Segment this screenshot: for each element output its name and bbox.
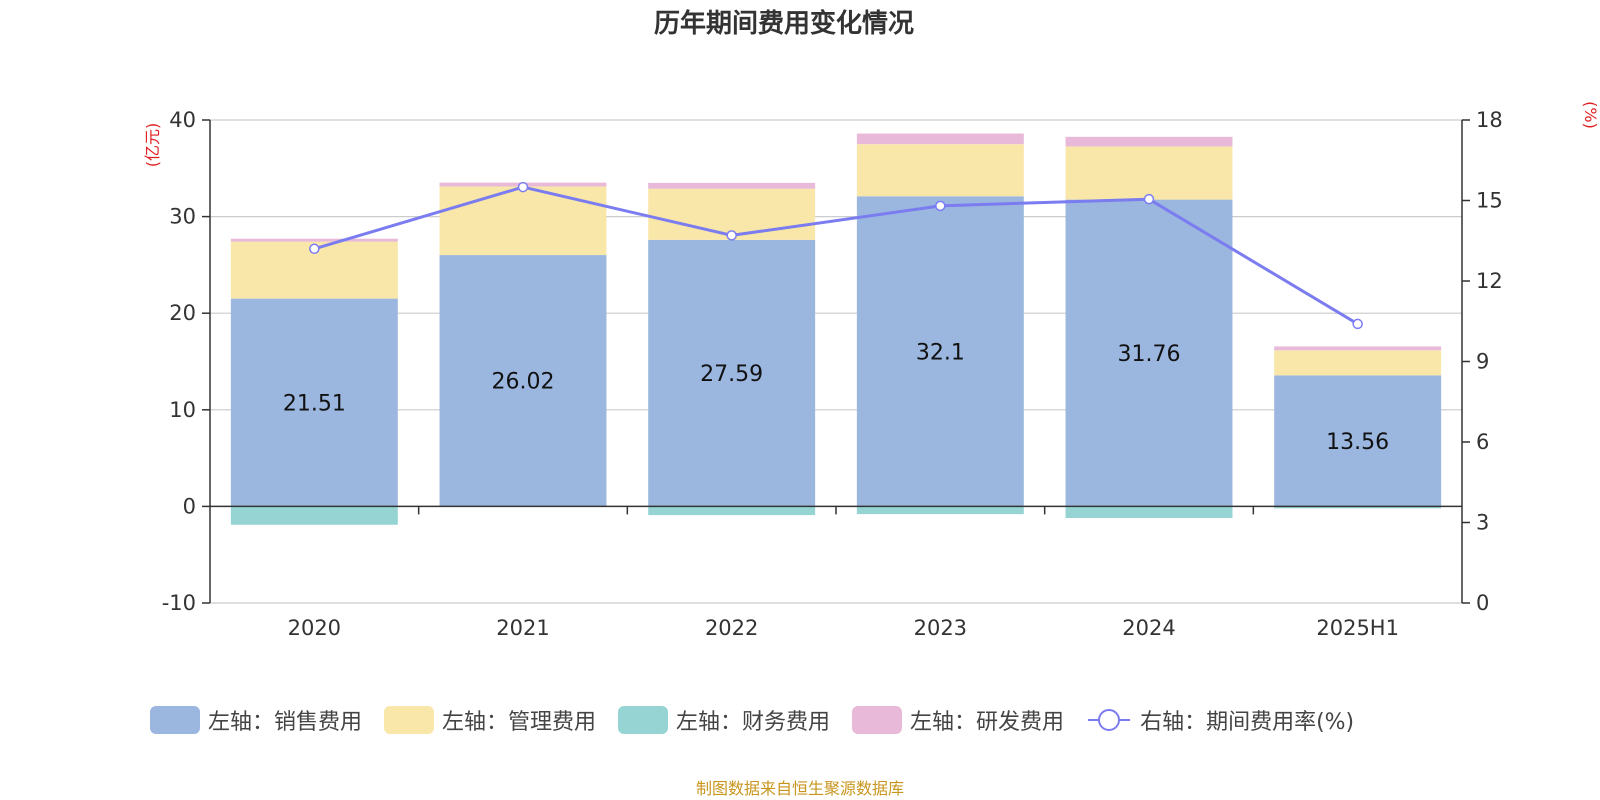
bar-2023-左轴：财务费用 xyxy=(856,506,1024,515)
bar-2025H1-左轴：财务费用 xyxy=(1274,506,1442,509)
x-tick-label: 2022 xyxy=(705,616,758,640)
legend-item[interactable]: 右轴：期间费用率(%) xyxy=(1086,704,1354,736)
bar-2024-左轴：销售费用 xyxy=(1065,199,1233,507)
bar-value-label: 31.76 xyxy=(1118,342,1181,367)
legend-swatch xyxy=(150,706,200,734)
bar-2024-左轴：管理费用 xyxy=(1065,146,1233,200)
rate-line-layer xyxy=(309,181,1363,330)
source-note: 制图数据来自恒生聚源数据库 xyxy=(695,779,904,798)
left-axis-unit: (亿元) xyxy=(143,123,162,168)
bar-2025H1-左轴：销售费用 xyxy=(1274,375,1442,507)
x-tick-label: 2021 xyxy=(496,616,549,640)
rate-point xyxy=(1352,318,1363,330)
left-tick-label: -10 xyxy=(162,591,196,615)
bar-2020-左轴：研发费用 xyxy=(230,238,398,242)
right-tick-label: 9 xyxy=(1476,350,1489,374)
legend-label: 左轴：销售费用 xyxy=(208,710,363,735)
right-tick-label: 15 xyxy=(1476,189,1503,213)
bar-2022-左轴：研发费用 xyxy=(648,182,816,189)
legend-label: 左轴：研发费用 xyxy=(910,710,1065,735)
bar-2023-左轴：管理费用 xyxy=(856,144,1024,197)
right-tick-label: 6 xyxy=(1476,430,1489,454)
left-tick-label: 10 xyxy=(169,398,196,422)
x-tick-label: 2024 xyxy=(1122,616,1175,640)
bar-labels-layer: 21.51 26.02 27.59 32.1 31.76 13.56 xyxy=(283,340,1389,455)
bar-value-label: 13.56 xyxy=(1326,430,1389,455)
legend-item[interactable]: 左轴：财务费用 xyxy=(618,704,830,736)
axes-layer: -10 0 10 20 30 40 0 3 6 9 12 15 18 2020 2021 2022 2023 20… xyxy=(162,108,1503,640)
bar-value-label: 27.59 xyxy=(700,362,763,387)
legend-marker xyxy=(1098,709,1121,731)
legend-label: 左轴：管理费用 xyxy=(442,710,597,735)
legend-line-swatch xyxy=(1088,709,1131,731)
legend-swatch xyxy=(618,706,669,734)
right-tick-label: 18 xyxy=(1476,108,1503,132)
bar-2025H1-左轴：管理费用 xyxy=(1274,350,1442,376)
legend: 左轴：销售费用 左轴：管理费用 左轴：财务费用 左轴：研发费用 右轴：期间费用率(%) xyxy=(150,704,1376,736)
right-axis-unit: (%) xyxy=(1581,101,1600,129)
bar-2020-左轴：销售费用 xyxy=(230,298,398,507)
bars-layer xyxy=(230,133,1442,525)
rate-point xyxy=(726,230,737,241)
bar-value-label: 21.51 xyxy=(283,392,346,417)
left-tick-label: 30 xyxy=(169,205,196,229)
bar-2022-左轴：销售费用 xyxy=(648,239,816,507)
legend-item[interactable]: 左轴：管理费用 xyxy=(384,704,596,736)
x-tick-label: 2025H1 xyxy=(1316,616,1399,640)
rate-line xyxy=(313,185,1359,326)
left-tick-label: 40 xyxy=(169,108,196,132)
legend-swatch xyxy=(852,706,903,734)
bar-2021-左轴：销售费用 xyxy=(439,255,607,507)
rate-point xyxy=(935,200,946,212)
chart-title: 历年期间费用变化情况 xyxy=(654,8,914,39)
left-tick-label: 0 xyxy=(183,494,196,518)
bar-2024-左轴：财务费用 xyxy=(1065,506,1233,518)
bar-value-label: 32.1 xyxy=(916,340,965,365)
chart-canvas: 历年期间费用变化情况 (亿元) (%) -10 0 10 20 30 40 0 3 6 9 12 15… xyxy=(143,8,1600,640)
bar-value-label: 26.02 xyxy=(492,370,555,395)
bar-2024-左轴：研发费用 xyxy=(1065,136,1233,147)
right-tick-label: 3 xyxy=(1476,511,1489,535)
legend-label: 右轴：期间费用率(%) xyxy=(1140,710,1355,735)
bar-2023-左轴：销售费用 xyxy=(856,196,1024,507)
bar-2023-左轴：研发费用 xyxy=(856,133,1024,145)
legend-label: 左轴：财务费用 xyxy=(676,710,831,735)
bar-2022-左轴：财务费用 xyxy=(648,506,816,516)
rate-point xyxy=(1143,193,1155,205)
bar-2020-左轴：财务费用 xyxy=(230,506,398,525)
bar-2025H1-左轴：研发费用 xyxy=(1274,346,1442,351)
x-tick-label: 2020 xyxy=(288,616,341,640)
legend-item[interactable]: 左轴：销售费用 xyxy=(150,704,362,736)
rate-point xyxy=(517,181,529,193)
right-tick-label: 0 xyxy=(1476,591,1489,615)
legend-item[interactable]: 左轴：研发费用 xyxy=(852,704,1064,736)
x-tick-label: 2023 xyxy=(914,616,967,640)
bar-2021-左轴：管理费用 xyxy=(439,186,607,256)
rate-point xyxy=(309,243,320,255)
legend-swatch xyxy=(384,706,435,734)
right-tick-label: 12 xyxy=(1476,269,1503,293)
left-tick-label: 20 xyxy=(169,301,196,325)
